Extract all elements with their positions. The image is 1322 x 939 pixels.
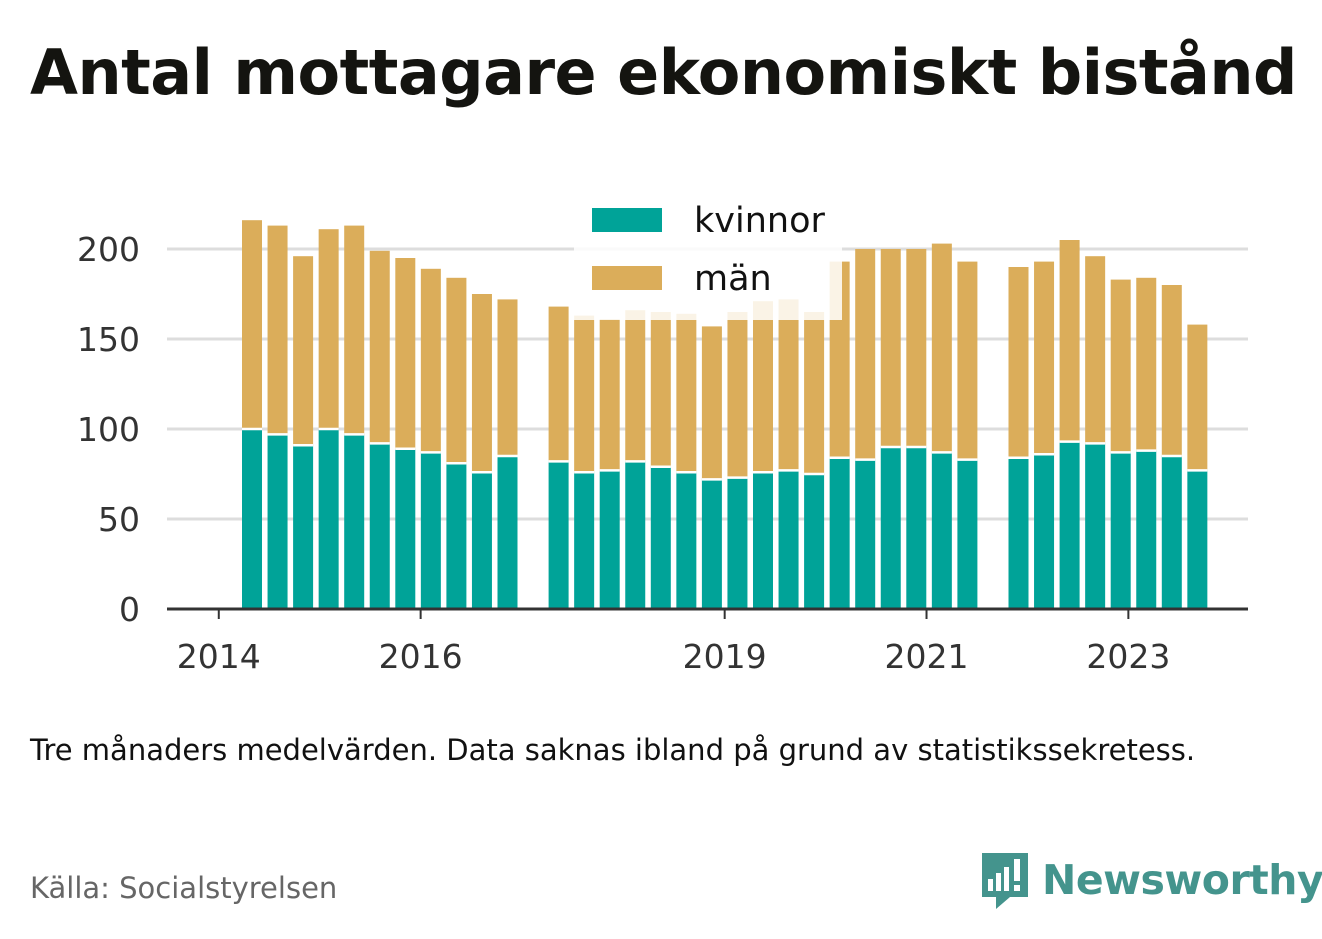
bar-man bbox=[242, 220, 262, 429]
bar-kvinnor bbox=[242, 429, 262, 609]
y-tick-labels: 0 50 100 150 200 bbox=[77, 230, 140, 629]
bar-man bbox=[1187, 324, 1208, 471]
bar-kvinnor bbox=[1059, 441, 1080, 609]
bar-man bbox=[1161, 285, 1182, 456]
bar-kvinnor bbox=[906, 447, 927, 609]
bar-man bbox=[574, 315, 595, 473]
bar-kvinnor bbox=[1085, 443, 1106, 609]
bar-man bbox=[599, 319, 620, 471]
bar-man bbox=[906, 249, 927, 447]
x-tick-labels: 2014 2016 2019 2021 2023 bbox=[177, 609, 1170, 676]
x-tick-label: 2014 bbox=[177, 637, 261, 676]
x-tick-label: 2016 bbox=[379, 637, 463, 676]
bars bbox=[242, 220, 1208, 609]
y-tick-label: 200 bbox=[77, 230, 140, 269]
bar-kvinnor bbox=[267, 434, 288, 609]
bar-man bbox=[880, 249, 901, 447]
chart-title: Antal mottagare ekonomiskt bistånd bbox=[30, 36, 1297, 109]
bar-man bbox=[778, 299, 799, 471]
bar-man bbox=[446, 277, 467, 464]
bar-kvinnor bbox=[395, 448, 416, 609]
bar-kvinnor bbox=[931, 452, 952, 609]
bar-man bbox=[701, 326, 722, 480]
bar-kvinnor bbox=[293, 445, 314, 609]
bar-man bbox=[625, 310, 646, 462]
bar-kvinnor bbox=[778, 470, 799, 609]
bar-kvinnor bbox=[1136, 450, 1157, 609]
bar-kvinnor bbox=[880, 447, 901, 609]
bar-kvinnor bbox=[420, 452, 441, 609]
bar-kvinnor bbox=[829, 457, 850, 609]
bar-kvinnor bbox=[1034, 454, 1055, 609]
bar-kvinnor bbox=[676, 472, 697, 609]
legend-label-kvinnor: kvinnor bbox=[694, 201, 825, 241]
stacked-bar-chart: 0 50 100 150 200 kvinnor män 2014 2016 2019 202… bbox=[77, 198, 1248, 676]
bar-man bbox=[471, 294, 492, 473]
bar-kvinnor bbox=[650, 466, 671, 609]
bar-kvinnor bbox=[446, 463, 467, 609]
legend: kvinnor män bbox=[574, 198, 842, 320]
bar-kvinnor bbox=[753, 472, 773, 609]
chart-note: Tre månaders medelvärden. Data saknas ib… bbox=[30, 733, 1196, 767]
bar-kvinnor bbox=[855, 459, 876, 609]
x-tick-label: 2021 bbox=[885, 637, 969, 676]
bar-man bbox=[676, 313, 697, 473]
bar-man bbox=[420, 268, 441, 453]
y-tick-label: 0 bbox=[119, 590, 140, 629]
x-tick-label: 2023 bbox=[1086, 637, 1170, 676]
bar-man bbox=[957, 261, 978, 460]
y-tick-label: 150 bbox=[77, 320, 140, 359]
y-tick-label: 100 bbox=[77, 410, 140, 449]
bar-kvinnor bbox=[471, 472, 492, 609]
brand-logo: Newsworthy bbox=[980, 848, 1322, 912]
bar-man bbox=[318, 229, 339, 429]
bar-kvinnor bbox=[957, 459, 978, 609]
bar-kvinnor bbox=[344, 434, 365, 609]
bar-kvinnor bbox=[369, 443, 390, 609]
newsworthy-chart-bubble-icon bbox=[982, 853, 1028, 909]
source-label: Källa: Socialstyrelsen bbox=[30, 871, 338, 905]
bar-man bbox=[650, 312, 671, 467]
bar-kvinnor bbox=[1161, 456, 1182, 609]
bar-man bbox=[1085, 256, 1106, 444]
y-tick-label: 50 bbox=[98, 500, 140, 539]
bar-man bbox=[497, 299, 518, 456]
legend-swatch-man bbox=[592, 266, 662, 290]
bar-man bbox=[293, 256, 314, 446]
bar-man bbox=[369, 250, 390, 444]
bar-kvinnor bbox=[701, 479, 722, 609]
bar-man bbox=[931, 243, 952, 453]
legend-swatch-kvinnor bbox=[592, 208, 662, 232]
bar-kvinnor bbox=[574, 472, 595, 609]
bar-kvinnor bbox=[1110, 452, 1131, 609]
x-tick-label: 2019 bbox=[683, 637, 767, 676]
bar-kvinnor bbox=[625, 461, 646, 609]
bar-man bbox=[1008, 267, 1029, 458]
bar-man bbox=[344, 225, 365, 435]
bar-man bbox=[1136, 277, 1157, 451]
bar-man bbox=[267, 225, 288, 435]
bar-man bbox=[753, 301, 773, 473]
bar-kvinnor bbox=[497, 456, 518, 609]
bar-man bbox=[727, 312, 748, 478]
brand-name: Newsworthy bbox=[1042, 856, 1322, 904]
bar-kvinnor bbox=[1008, 457, 1029, 609]
bar-man bbox=[1110, 279, 1131, 453]
bar-kvinnor bbox=[548, 461, 569, 609]
bar-kvinnor bbox=[318, 429, 339, 609]
bar-kvinnor bbox=[1187, 470, 1208, 609]
bar-man bbox=[548, 306, 569, 462]
bar-man bbox=[1034, 261, 1055, 455]
bar-kvinnor bbox=[804, 474, 825, 609]
bar-man bbox=[1059, 240, 1080, 442]
bar-man bbox=[395, 258, 416, 449]
bar-man bbox=[804, 312, 825, 474]
bar-kvinnor bbox=[599, 470, 620, 609]
bar-kvinnor bbox=[727, 477, 748, 609]
bar-man bbox=[855, 249, 876, 460]
legend-label-man: män bbox=[694, 259, 772, 299]
